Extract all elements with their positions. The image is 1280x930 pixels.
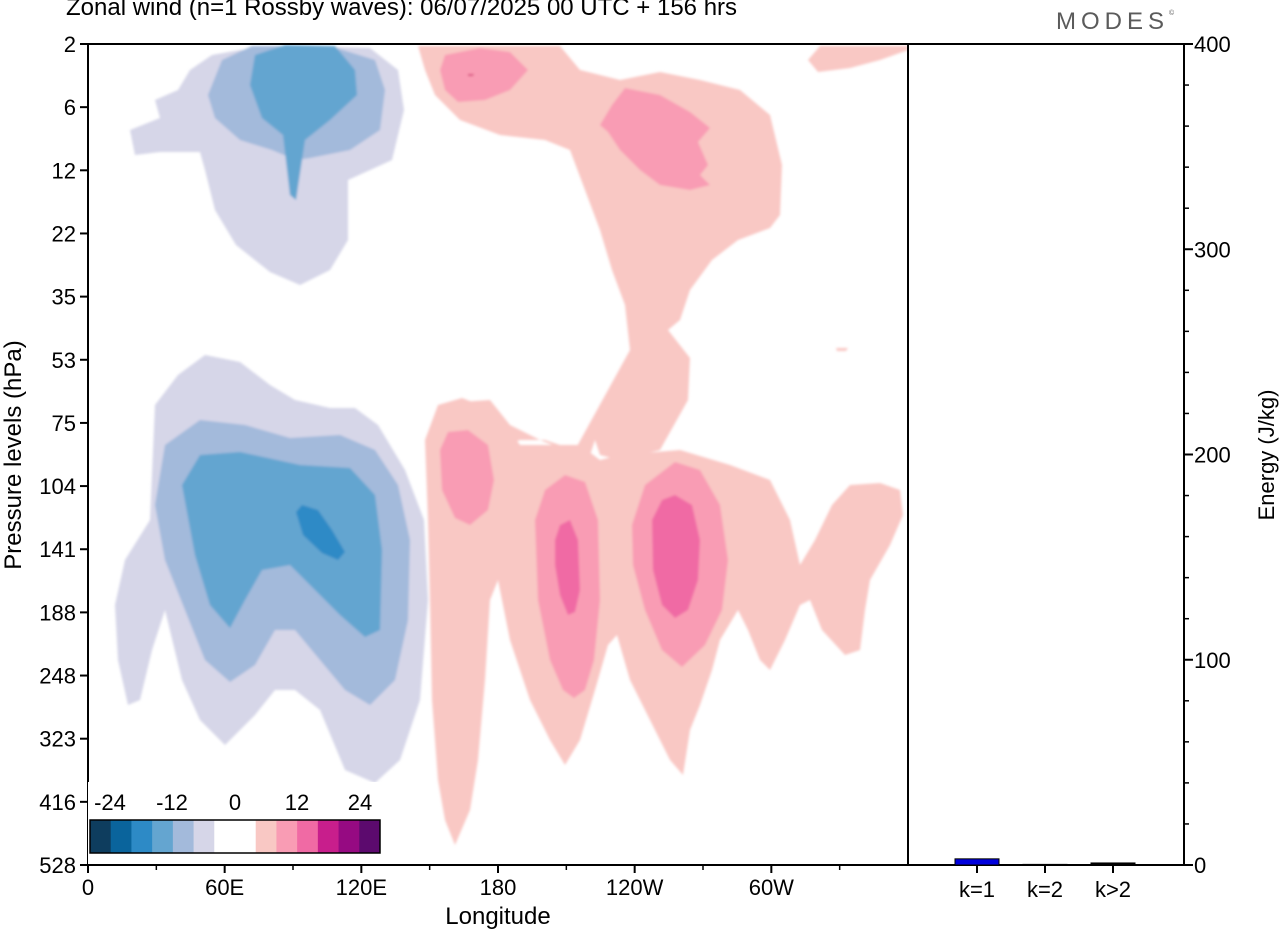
colorbar-swatch [214,820,236,853]
y-tick-label: 323 [39,727,76,752]
y-tick-label: 188 [39,600,76,625]
colorbar-swatch [193,820,215,853]
y-tick-label: 104 [39,474,76,499]
y-tick-label: 141 [39,537,76,562]
y-tick-label: 35 [52,285,76,310]
colorbar-swatch [235,820,257,853]
brand-logo: MODES© [1056,8,1174,36]
colorbar-swatch [152,820,174,853]
brand-mark: © [1169,10,1175,17]
colorbar-swatch [110,820,132,853]
colorbar-swatch [317,820,340,853]
colorbar-tick-label: 24 [348,790,372,815]
energy-plot-frame [907,43,1185,866]
energy-bar [954,858,1000,866]
x-tick-label: 60W [749,875,794,900]
energy-tick-label: 200 [1194,443,1231,468]
contour-pos-lower-6 [652,495,700,618]
energy-bars: k=1 k=2 k>2 [954,858,1136,902]
energy-category-label: k=1 [959,877,995,902]
energy-tick-label: 300 [1194,237,1231,262]
y-tick-label: 75 [52,411,76,436]
contour-neg-upper-3 [250,45,357,200]
colorbar-swatch [131,820,153,853]
contour-pos-upper-4 [808,46,907,72]
energy-category-label: k=2 [1027,877,1063,902]
colorbar-swatch [90,820,112,853]
y-tick-label: 22 [52,221,76,246]
energy-tick-label: 100 [1194,648,1231,673]
x-axis-label: Longitude [445,903,550,930]
energy-tick-label: 400 [1194,32,1231,57]
energy-bar [1090,862,1136,866]
colorbar-outline [89,819,381,854]
y-tick-label: 6 [64,95,76,120]
contour-pos-dot [468,74,474,76]
colorbar-swatch [172,820,195,853]
x-tick-label: 120E [336,875,387,900]
contour-pos-spot [836,348,848,351]
colorbar-swatch [276,820,298,853]
x-tick-label: 120W [606,875,664,900]
colorbar-swatch [338,820,360,853]
y-tick-label: 416 [39,790,76,815]
contour-pos-lower-5 [555,520,580,615]
y-tick-label: 248 [39,664,76,689]
contour-neg-lower-4 [296,505,345,560]
energy-category-label: k>2 [1095,877,1131,902]
colorbar: -24 -12 0 12 24 [88,782,382,864]
y-tick-label: 528 [39,853,76,878]
x-tick-label: 180 [480,875,517,900]
energy-tick-label: 0 [1194,853,1206,878]
contour-pos-upper-2 [440,48,528,102]
colorbar-swatch [297,820,319,853]
colorbar-tick-label: 12 [285,790,309,815]
y-axis-label: Pressure levels (hPa) [0,340,27,569]
colorbar-tick-label: 0 [229,790,241,815]
colorbar-tick-label: -12 [156,790,188,815]
brand-text: MODES [1056,8,1170,35]
x-tick-label: 0 [82,875,94,900]
x-tick-label: 60E [205,875,244,900]
contour-field [115,45,907,864]
energy-axis-label: Energy (J/kg) [1254,390,1279,521]
colorbar-swatch [255,820,277,853]
y-tick-label: 12 [52,158,76,183]
chart-title: Zonal wind (n=1 Rossby waves): 06/07/202… [66,0,738,21]
y-tick-label: 53 [52,348,76,373]
contour-neg-lower-3 [182,452,382,637]
y-tick-label: 2 [64,32,76,57]
colorbar-swatch [359,820,381,853]
contour-pos-upper-3 [600,88,710,190]
colorbar-tick-label: -24 [94,790,126,815]
contour-pos-lower-2 [440,430,494,525]
